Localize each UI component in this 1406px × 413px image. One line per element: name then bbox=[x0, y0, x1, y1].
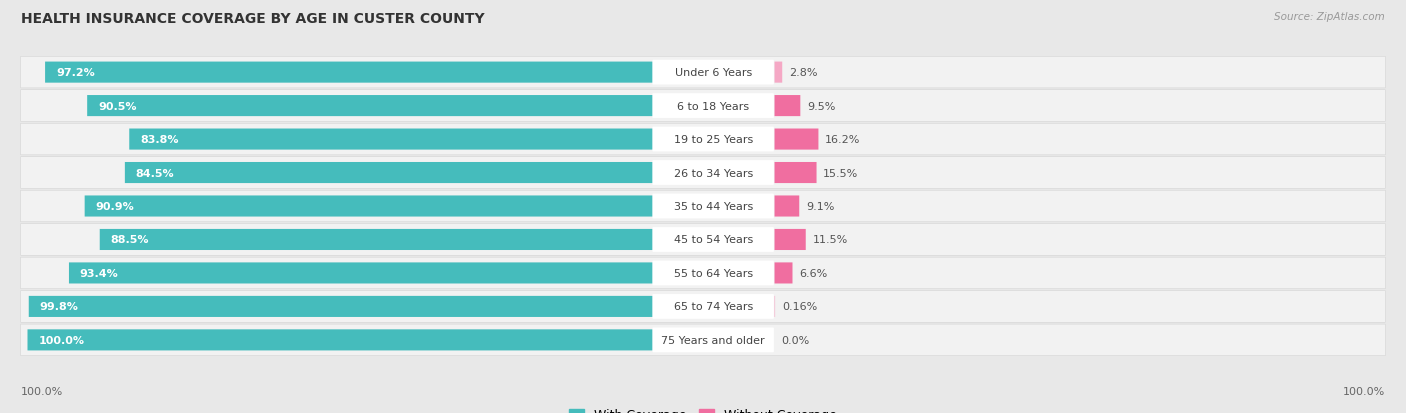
FancyBboxPatch shape bbox=[28, 330, 655, 351]
FancyBboxPatch shape bbox=[21, 157, 1385, 189]
Text: 26 to 34 Years: 26 to 34 Years bbox=[673, 168, 752, 178]
FancyBboxPatch shape bbox=[21, 291, 1385, 323]
Text: 100.0%: 100.0% bbox=[1343, 387, 1385, 396]
FancyBboxPatch shape bbox=[652, 61, 773, 85]
Text: 65 to 74 Years: 65 to 74 Years bbox=[673, 301, 752, 312]
FancyBboxPatch shape bbox=[775, 263, 793, 284]
FancyBboxPatch shape bbox=[21, 324, 1385, 356]
FancyBboxPatch shape bbox=[21, 258, 1385, 289]
Text: 6 to 18 Years: 6 to 18 Years bbox=[678, 101, 749, 112]
Text: HEALTH INSURANCE COVERAGE BY AGE IN CUSTER COUNTY: HEALTH INSURANCE COVERAGE BY AGE IN CUST… bbox=[21, 12, 485, 26]
Text: 100.0%: 100.0% bbox=[21, 387, 63, 396]
Text: 6.6%: 6.6% bbox=[799, 268, 828, 278]
FancyBboxPatch shape bbox=[87, 96, 655, 117]
Text: 99.8%: 99.8% bbox=[39, 301, 79, 312]
Text: 45 to 54 Years: 45 to 54 Years bbox=[673, 235, 752, 245]
Text: 2.8%: 2.8% bbox=[789, 68, 817, 78]
Text: 90.9%: 90.9% bbox=[96, 202, 135, 211]
FancyBboxPatch shape bbox=[775, 229, 806, 250]
Text: 97.2%: 97.2% bbox=[56, 68, 94, 78]
Text: 90.5%: 90.5% bbox=[98, 101, 136, 112]
FancyBboxPatch shape bbox=[652, 328, 773, 352]
FancyBboxPatch shape bbox=[652, 94, 773, 119]
FancyBboxPatch shape bbox=[775, 129, 818, 150]
Text: 9.1%: 9.1% bbox=[806, 202, 834, 211]
FancyBboxPatch shape bbox=[21, 191, 1385, 222]
FancyBboxPatch shape bbox=[45, 62, 655, 83]
FancyBboxPatch shape bbox=[129, 129, 655, 150]
Text: 11.5%: 11.5% bbox=[813, 235, 848, 245]
FancyBboxPatch shape bbox=[125, 163, 655, 184]
FancyBboxPatch shape bbox=[652, 261, 773, 286]
Text: 93.4%: 93.4% bbox=[80, 268, 118, 278]
Legend: With Coverage, Without Coverage: With Coverage, Without Coverage bbox=[564, 404, 842, 413]
FancyBboxPatch shape bbox=[84, 196, 655, 217]
FancyBboxPatch shape bbox=[100, 229, 655, 250]
FancyBboxPatch shape bbox=[21, 57, 1385, 89]
Text: 0.16%: 0.16% bbox=[782, 301, 817, 312]
Text: Source: ZipAtlas.com: Source: ZipAtlas.com bbox=[1274, 12, 1385, 22]
Text: 84.5%: 84.5% bbox=[136, 168, 174, 178]
FancyBboxPatch shape bbox=[775, 96, 800, 117]
FancyBboxPatch shape bbox=[21, 224, 1385, 256]
Text: Under 6 Years: Under 6 Years bbox=[675, 68, 752, 78]
Text: 75 Years and older: 75 Years and older bbox=[661, 335, 765, 345]
Text: 55 to 64 Years: 55 to 64 Years bbox=[673, 268, 752, 278]
FancyBboxPatch shape bbox=[21, 124, 1385, 155]
Text: 0.0%: 0.0% bbox=[782, 335, 810, 345]
FancyBboxPatch shape bbox=[652, 161, 773, 185]
Text: 100.0%: 100.0% bbox=[38, 335, 84, 345]
Text: 19 to 25 Years: 19 to 25 Years bbox=[673, 135, 752, 145]
FancyBboxPatch shape bbox=[652, 228, 773, 252]
FancyBboxPatch shape bbox=[775, 163, 817, 184]
FancyBboxPatch shape bbox=[69, 263, 655, 284]
FancyBboxPatch shape bbox=[652, 294, 773, 319]
Text: 15.5%: 15.5% bbox=[824, 168, 859, 178]
Text: 88.5%: 88.5% bbox=[111, 235, 149, 245]
FancyBboxPatch shape bbox=[775, 196, 799, 217]
Text: 35 to 44 Years: 35 to 44 Years bbox=[673, 202, 752, 211]
Text: 83.8%: 83.8% bbox=[141, 135, 179, 145]
FancyBboxPatch shape bbox=[652, 194, 773, 219]
FancyBboxPatch shape bbox=[775, 62, 782, 83]
Text: 16.2%: 16.2% bbox=[825, 135, 860, 145]
FancyBboxPatch shape bbox=[652, 127, 773, 152]
FancyBboxPatch shape bbox=[21, 90, 1385, 122]
Text: 9.5%: 9.5% bbox=[807, 101, 835, 112]
FancyBboxPatch shape bbox=[28, 296, 655, 317]
